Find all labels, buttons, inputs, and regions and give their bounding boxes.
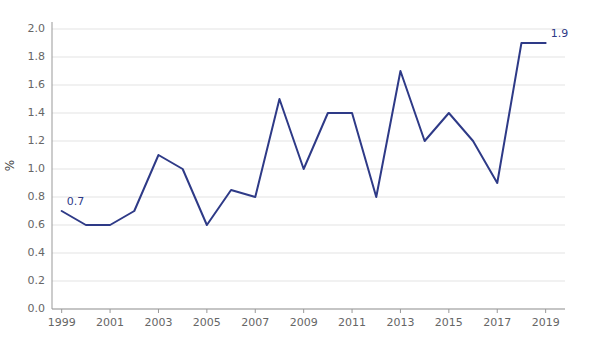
annotations: 0.7 1.9 <box>67 27 568 208</box>
x-tick-label: 2011 <box>338 316 366 329</box>
y-tick-label: 1.4 <box>28 106 46 119</box>
x-tick-label: 2013 <box>386 316 414 329</box>
x-tick-label: 2005 <box>193 316 221 329</box>
x-tick <box>400 309 401 313</box>
y-tick-label: 1.6 <box>28 78 46 91</box>
chart: 0.0 0.2 0.4 0.6 0.8 1.0 1.2 1.4 1.6 1.8 2.0 1999 200… <box>0 0 599 345</box>
grid-line <box>52 113 565 114</box>
x-tick-label: 2003 <box>144 316 172 329</box>
x-tick-label: 2017 <box>483 316 511 329</box>
grid-line <box>52 57 565 58</box>
y-tick-label: 0.6 <box>28 218 46 231</box>
x-tick <box>158 309 159 313</box>
x-tick <box>497 309 498 313</box>
grid-line <box>52 225 565 226</box>
y-tick-label: 0.4 <box>28 246 46 259</box>
x-tick-label: 2019 <box>532 316 560 329</box>
x-tick-label: 2007 <box>241 316 269 329</box>
grid-line <box>52 253 565 254</box>
axes: 0.0 0.2 0.4 0.6 0.8 1.0 1.2 1.4 1.6 1.8 2.0 1999 200… <box>28 22 566 329</box>
x-tick <box>352 309 353 313</box>
x-tick <box>255 309 256 313</box>
grid-line <box>52 141 565 142</box>
y-tick-label: 0.8 <box>28 190 46 203</box>
x-tick <box>61 309 62 313</box>
y-tick-label: 1.8 <box>28 50 46 63</box>
grid-line <box>52 281 565 282</box>
x-tick <box>545 309 546 313</box>
grid-line <box>52 197 565 198</box>
x-tick <box>303 309 304 313</box>
x-tick-label: 1999 <box>48 316 76 329</box>
y-tick-label: 2.0 <box>28 22 46 35</box>
y-tick-label: 1.2 <box>28 134 46 147</box>
plot-area <box>62 43 546 225</box>
x-tick <box>448 309 449 313</box>
line <box>62 43 546 225</box>
x-tick <box>110 309 111 313</box>
y-axis-label: % <box>3 160 17 171</box>
y-tick-label: 0.2 <box>28 274 46 287</box>
y-tick-label: 1.0 <box>28 162 46 175</box>
annotation: 1.9 <box>551 27 569 40</box>
x-tick-label: 2009 <box>290 316 318 329</box>
y-axis-line <box>52 22 53 309</box>
x-tick-label: 2015 <box>435 316 463 329</box>
x-tick-label: 2001 <box>96 316 124 329</box>
y-tick-label: 0.0 <box>28 302 46 315</box>
grid-line <box>52 29 565 30</box>
grid-line <box>52 309 565 310</box>
grid-line <box>52 85 565 86</box>
annotation: 0.7 <box>67 195 85 208</box>
grid <box>52 29 565 309</box>
x-axis-line <box>52 309 565 310</box>
x-tick <box>206 309 207 313</box>
